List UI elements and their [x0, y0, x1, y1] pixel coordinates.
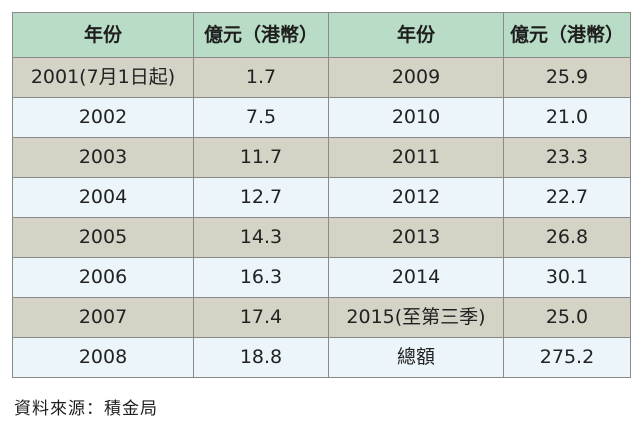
- cell-total-amount: 275.2: [503, 337, 631, 378]
- cell-total-label: 總額: [328, 337, 504, 378]
- source-note: 資料來源：積金局: [14, 399, 158, 419]
- cell-amount-right: 21.0: [503, 97, 631, 138]
- table-row: 2006 16.3 2014 30.1: [12, 257, 631, 298]
- cell-year-left: 2007: [12, 297, 194, 338]
- table-header-row: 年份 億元（港幣） 年份 億元（港幣）: [12, 12, 631, 58]
- cell-year-right: 2009: [328, 57, 504, 98]
- cell-amount-right: 25.0: [503, 297, 631, 338]
- cell-year-right: 2013: [328, 217, 504, 258]
- cell-year-right: 2014: [328, 257, 504, 298]
- cell-amount-right: 30.1: [503, 257, 631, 298]
- cell-amount-left: 18.8: [193, 337, 329, 378]
- cell-amount-left: 11.7: [193, 137, 329, 178]
- table-row: 2001(7月1日起) 1.7 2009 25.9: [12, 57, 631, 98]
- cell-year-left: 2005: [12, 217, 194, 258]
- header-year-left: 年份: [12, 12, 194, 58]
- cell-amount-left: 16.3: [193, 257, 329, 298]
- header-year-right: 年份: [328, 12, 504, 58]
- data-table: 年份 億元（港幣） 年份 億元（港幣） 2001(7月1日起) 1.7 2009…: [12, 12, 631, 378]
- cell-year-right: 2012: [328, 177, 504, 218]
- cell-year-left: 2002: [12, 97, 194, 138]
- cell-year-left: 2003: [12, 137, 194, 178]
- data-table-container: 年份 億元（港幣） 年份 億元（港幣） 2001(7月1日起) 1.7 2009…: [12, 12, 631, 378]
- table-row: 2005 14.3 2013 26.8: [12, 217, 631, 258]
- cell-amount-left: 1.7: [193, 57, 329, 98]
- cell-amount-left: 17.4: [193, 297, 329, 338]
- header-amount-right: 億元（港幣）: [503, 12, 631, 58]
- table-row: 2003 11.7 2011 23.3: [12, 137, 631, 178]
- table-row: 2007 17.4 2015(至第三季) 25.0: [12, 297, 631, 338]
- table-row: 2008 18.8 總額 275.2: [12, 337, 631, 378]
- cell-year-right: 2011: [328, 137, 504, 178]
- cell-year-left: 2006: [12, 257, 194, 298]
- cell-year-right: 2010: [328, 97, 504, 138]
- cell-amount-right: 22.7: [503, 177, 631, 218]
- cell-year-left: 2001(7月1日起): [12, 57, 194, 98]
- cell-year-right: 2015(至第三季): [328, 297, 504, 338]
- cell-amount-right: 23.3: [503, 137, 631, 178]
- cell-amount-left: 7.5: [193, 97, 329, 138]
- cell-amount-right: 25.9: [503, 57, 631, 98]
- cell-amount-left: 12.7: [193, 177, 329, 218]
- cell-amount-left: 14.3: [193, 217, 329, 258]
- cell-year-left: 2004: [12, 177, 194, 218]
- header-amount-left: 億元（港幣）: [193, 12, 329, 58]
- table-row: 2002 7.5 2010 21.0: [12, 97, 631, 138]
- cell-year-left: 2008: [12, 337, 194, 378]
- table-row: 2004 12.7 2012 22.7: [12, 177, 631, 218]
- cell-amount-right: 26.8: [503, 217, 631, 258]
